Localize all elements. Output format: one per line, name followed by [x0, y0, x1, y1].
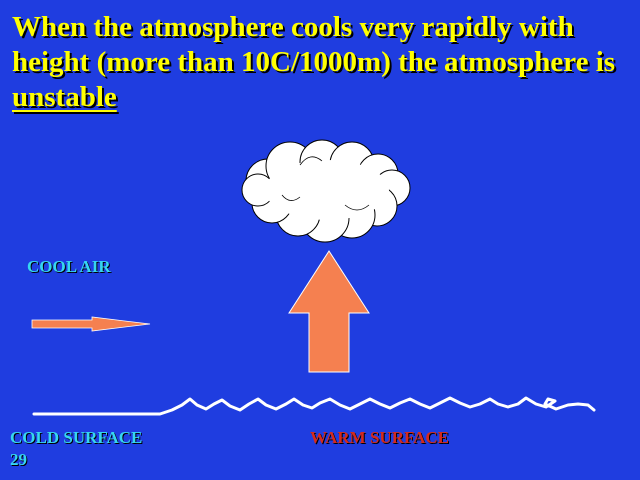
warm-surface-label: WARM SURFACE	[310, 428, 449, 447]
title-text: When the atmosphere cools very rapidly w…	[12, 11, 616, 78]
slide-number: 29	[10, 450, 27, 469]
title-emphasis-unstable: unstable	[12, 81, 117, 113]
cold-surface-label: COLD SURFACE	[10, 428, 143, 447]
cumulus-cloud-icon	[241, 139, 411, 243]
surface-line	[32, 396, 596, 416]
cool-air-label: COOL AIR	[27, 257, 111, 276]
slide-title: When the atmosphere cools very rapidly w…	[12, 10, 634, 115]
right-arrow-icon	[31, 316, 151, 332]
up-arrow-icon	[288, 250, 370, 373]
